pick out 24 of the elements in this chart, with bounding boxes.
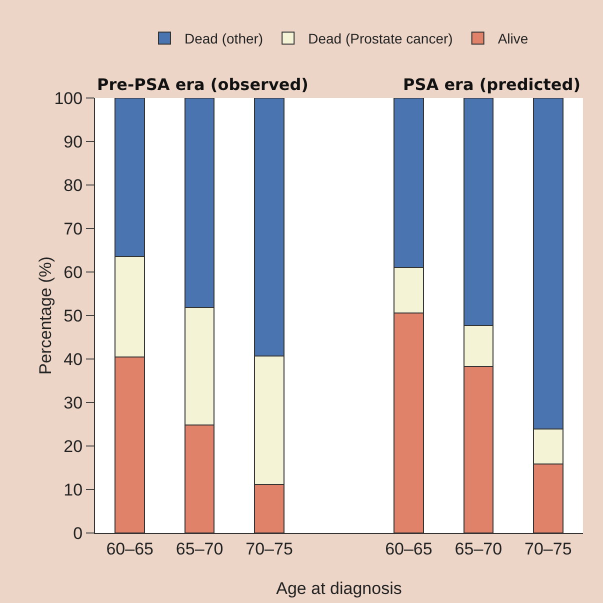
legend-label: Dead (other) — [184, 30, 264, 47]
legend-label: Dead (Prostate cancer) — [308, 30, 453, 47]
y-tick-label: 90 — [64, 132, 83, 152]
text: Pre-PSA era (observed) — [97, 75, 308, 94]
y-tick-label: 40 — [64, 350, 83, 369]
x-tick-label: 60–65 — [106, 539, 154, 558]
x-tick-label: 65–70 — [454, 539, 502, 558]
y-tick-label: 20 — [64, 436, 83, 456]
y-tick-label: 10 — [64, 480, 83, 500]
y-tick-label: 30 — [64, 393, 83, 412]
x-tick-label: 70–75 — [246, 539, 293, 558]
x-axis-title: Age at diagnosis — [276, 579, 402, 598]
text: PSA era (predicted) — [403, 75, 581, 94]
y-tick-label: 0 — [73, 524, 83, 543]
y-tick-label: 100 — [54, 88, 83, 108]
legend-label: Alive — [498, 30, 528, 47]
x-tick-label: 60–65 — [385, 539, 432, 558]
y-tick-label: 60 — [64, 262, 83, 282]
x-tick-label: 70–75 — [524, 539, 572, 558]
y-axis-title: Percentage (%) — [36, 256, 55, 375]
y-tick-label: 70 — [64, 219, 83, 238]
y-tick-label: 80 — [64, 176, 83, 195]
y-tick-label: 50 — [64, 306, 83, 326]
x-tick-label: 65–70 — [176, 539, 224, 558]
